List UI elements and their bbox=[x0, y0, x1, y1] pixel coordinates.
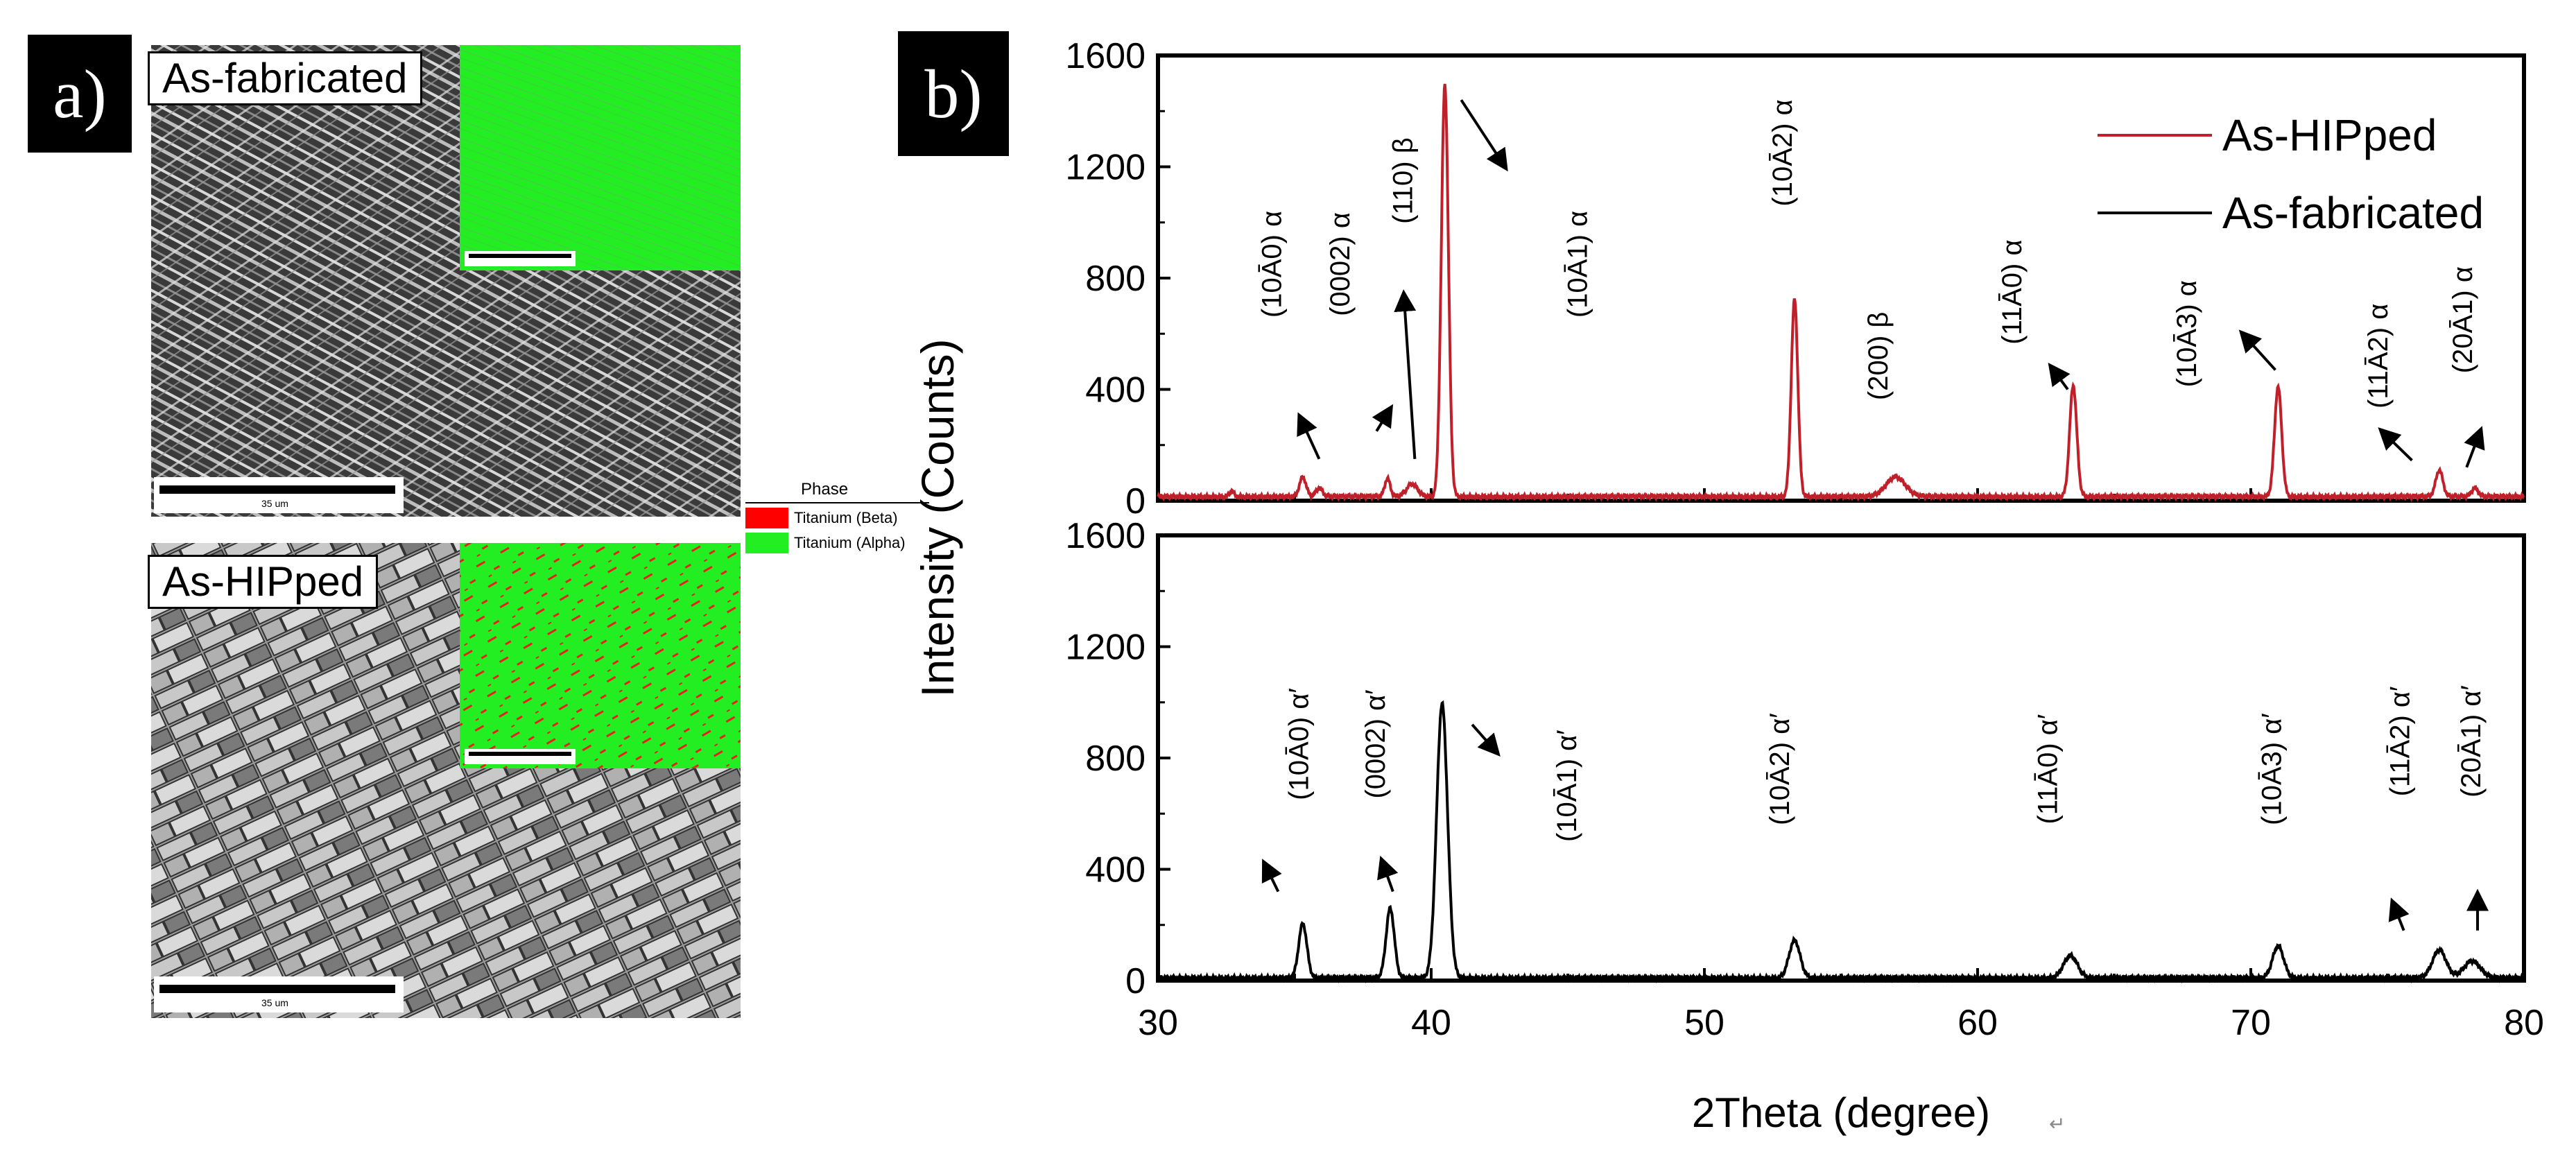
peak-annotation: (20Ā1) α bbox=[2448, 266, 2478, 373]
alpha-swatch bbox=[745, 533, 788, 553]
ebsd-inset-as-fabricated bbox=[460, 45, 741, 270]
phase-legend-item-alpha: Titanium (Alpha) bbox=[745, 533, 906, 553]
annotation-arrow bbox=[1372, 404, 1394, 432]
y-tick-label: 400 bbox=[1085, 370, 1146, 411]
y-tick-label: 1200 bbox=[1065, 148, 1146, 188]
y-tick-label: 800 bbox=[1085, 259, 1146, 299]
peak-annotation: (10Ā0) α′ bbox=[1284, 688, 1315, 800]
y-tick-label: 400 bbox=[1085, 850, 1146, 890]
peak-annotation: (0002) α′ bbox=[1360, 689, 1391, 798]
peak-annotation: (20Ā1) α′ bbox=[2456, 685, 2487, 798]
ebsd-inset-as-fabricated-texture bbox=[460, 45, 741, 270]
peak-annotation: (10Ā2) α bbox=[1767, 99, 1798, 206]
annotation-arrow bbox=[2388, 897, 2410, 931]
x-tick-label: 30 bbox=[1138, 1003, 1178, 1043]
x-tick-label: 70 bbox=[2231, 1003, 2271, 1043]
alpha-label: Titanium (Alpha) bbox=[794, 534, 906, 551]
y-tick-label: 1200 bbox=[1065, 628, 1146, 668]
annotation-arrow bbox=[1460, 99, 1508, 172]
scale-bar-top bbox=[159, 485, 395, 494]
peak-annotation: (200) β bbox=[1863, 312, 1894, 400]
y-tick-label: 1600 bbox=[1065, 516, 1146, 556]
scale-box-top: 35 um bbox=[154, 477, 404, 513]
x-tick-label: 60 bbox=[1957, 1003, 1998, 1043]
x-axis-label-suffix: ↵ bbox=[2049, 1113, 2065, 1135]
peak-annotation: (10Ā1) α bbox=[1563, 211, 1593, 318]
legend-label-0: As-HIPped bbox=[2222, 110, 2437, 160]
annotation-arrow bbox=[1261, 859, 1282, 893]
panel-a-tag: a) bbox=[28, 35, 132, 153]
annotation-arrow bbox=[2464, 426, 2485, 468]
y-tick-label: 0 bbox=[1125, 961, 1146, 1001]
annotation-arrow bbox=[2238, 329, 2276, 371]
peak-annotation: (110) β bbox=[1388, 137, 1418, 224]
scale-box-bottom: 35 um bbox=[154, 976, 404, 1012]
beta-label: Titanium (Beta) bbox=[794, 509, 898, 526]
y-axis-label: Intensity (Counts) bbox=[912, 338, 963, 697]
annotation-arrow bbox=[2378, 427, 2413, 462]
inset-scale-bar-bottom bbox=[469, 752, 571, 756]
phase-legend-title: Phase bbox=[801, 480, 849, 499]
peak-annotation: (0002) α bbox=[1325, 212, 1356, 316]
y-tick-label: 1600 bbox=[1065, 36, 1146, 76]
x-tick-label: 80 bbox=[2504, 1003, 2544, 1043]
peak-annotation: (11Ā0) α bbox=[1997, 239, 2028, 344]
y-tick-label: 800 bbox=[1085, 739, 1146, 779]
x-tick-label: 40 bbox=[1411, 1003, 1451, 1043]
peak-annotation: (10Ā3) α bbox=[2172, 280, 2202, 387]
annotation-arrow bbox=[1377, 855, 1399, 893]
beta-swatch bbox=[745, 508, 788, 528]
annotation-arrow bbox=[1297, 412, 1321, 460]
phase-legend-rule bbox=[745, 502, 929, 503]
peak-annotation: (11Ā2) α bbox=[2363, 304, 2394, 408]
ebsd-inset-as-hipped-texture bbox=[460, 543, 741, 768]
x-tick-label: 50 bbox=[1684, 1003, 1724, 1043]
peak-annotation: (11Ā0) α′ bbox=[2032, 714, 2063, 825]
scale-text-bottom: 35 um bbox=[261, 997, 288, 1008]
annotation-arrow bbox=[1394, 289, 1417, 459]
series-line-as-hipped bbox=[1157, 83, 2525, 503]
peak-annotation: (10Ā2) α′ bbox=[1765, 713, 1795, 825]
scale-bar-bottom bbox=[159, 985, 395, 993]
annotation-arrow bbox=[2048, 362, 2071, 390]
inset-scale-bar-top bbox=[469, 254, 571, 258]
panel-b-tag: b) bbox=[898, 31, 1009, 156]
label-as-fabricated: As-fabricated bbox=[148, 51, 422, 105]
peak-annotation: (11Ā2) α′ bbox=[2385, 687, 2416, 797]
y-tick-label: 0 bbox=[1125, 481, 1146, 522]
series-line-as-fabricated bbox=[1157, 700, 2525, 984]
peak-annotation: (10Ā0) α bbox=[1256, 211, 1287, 318]
peak-annotation: (10Ā3) α′ bbox=[2256, 713, 2287, 825]
phase-legend-item-beta: Titanium (Beta) bbox=[745, 508, 898, 528]
peak-annotation: (10Ā1) α′ bbox=[1552, 730, 1582, 842]
scale-text-top: 35 um bbox=[261, 498, 288, 509]
inset-scale-box-bottom bbox=[465, 749, 576, 764]
annotation-arrow bbox=[1471, 723, 1501, 757]
inset-scale-box-top bbox=[465, 251, 576, 266]
ebsd-inset-as-hipped bbox=[460, 543, 741, 768]
x-axis-label: 2Theta (degree) bbox=[1692, 1089, 1990, 1136]
label-as-hipped: As-HIPped bbox=[148, 555, 379, 609]
legend-label-1: As-fabricated bbox=[2222, 188, 2484, 238]
